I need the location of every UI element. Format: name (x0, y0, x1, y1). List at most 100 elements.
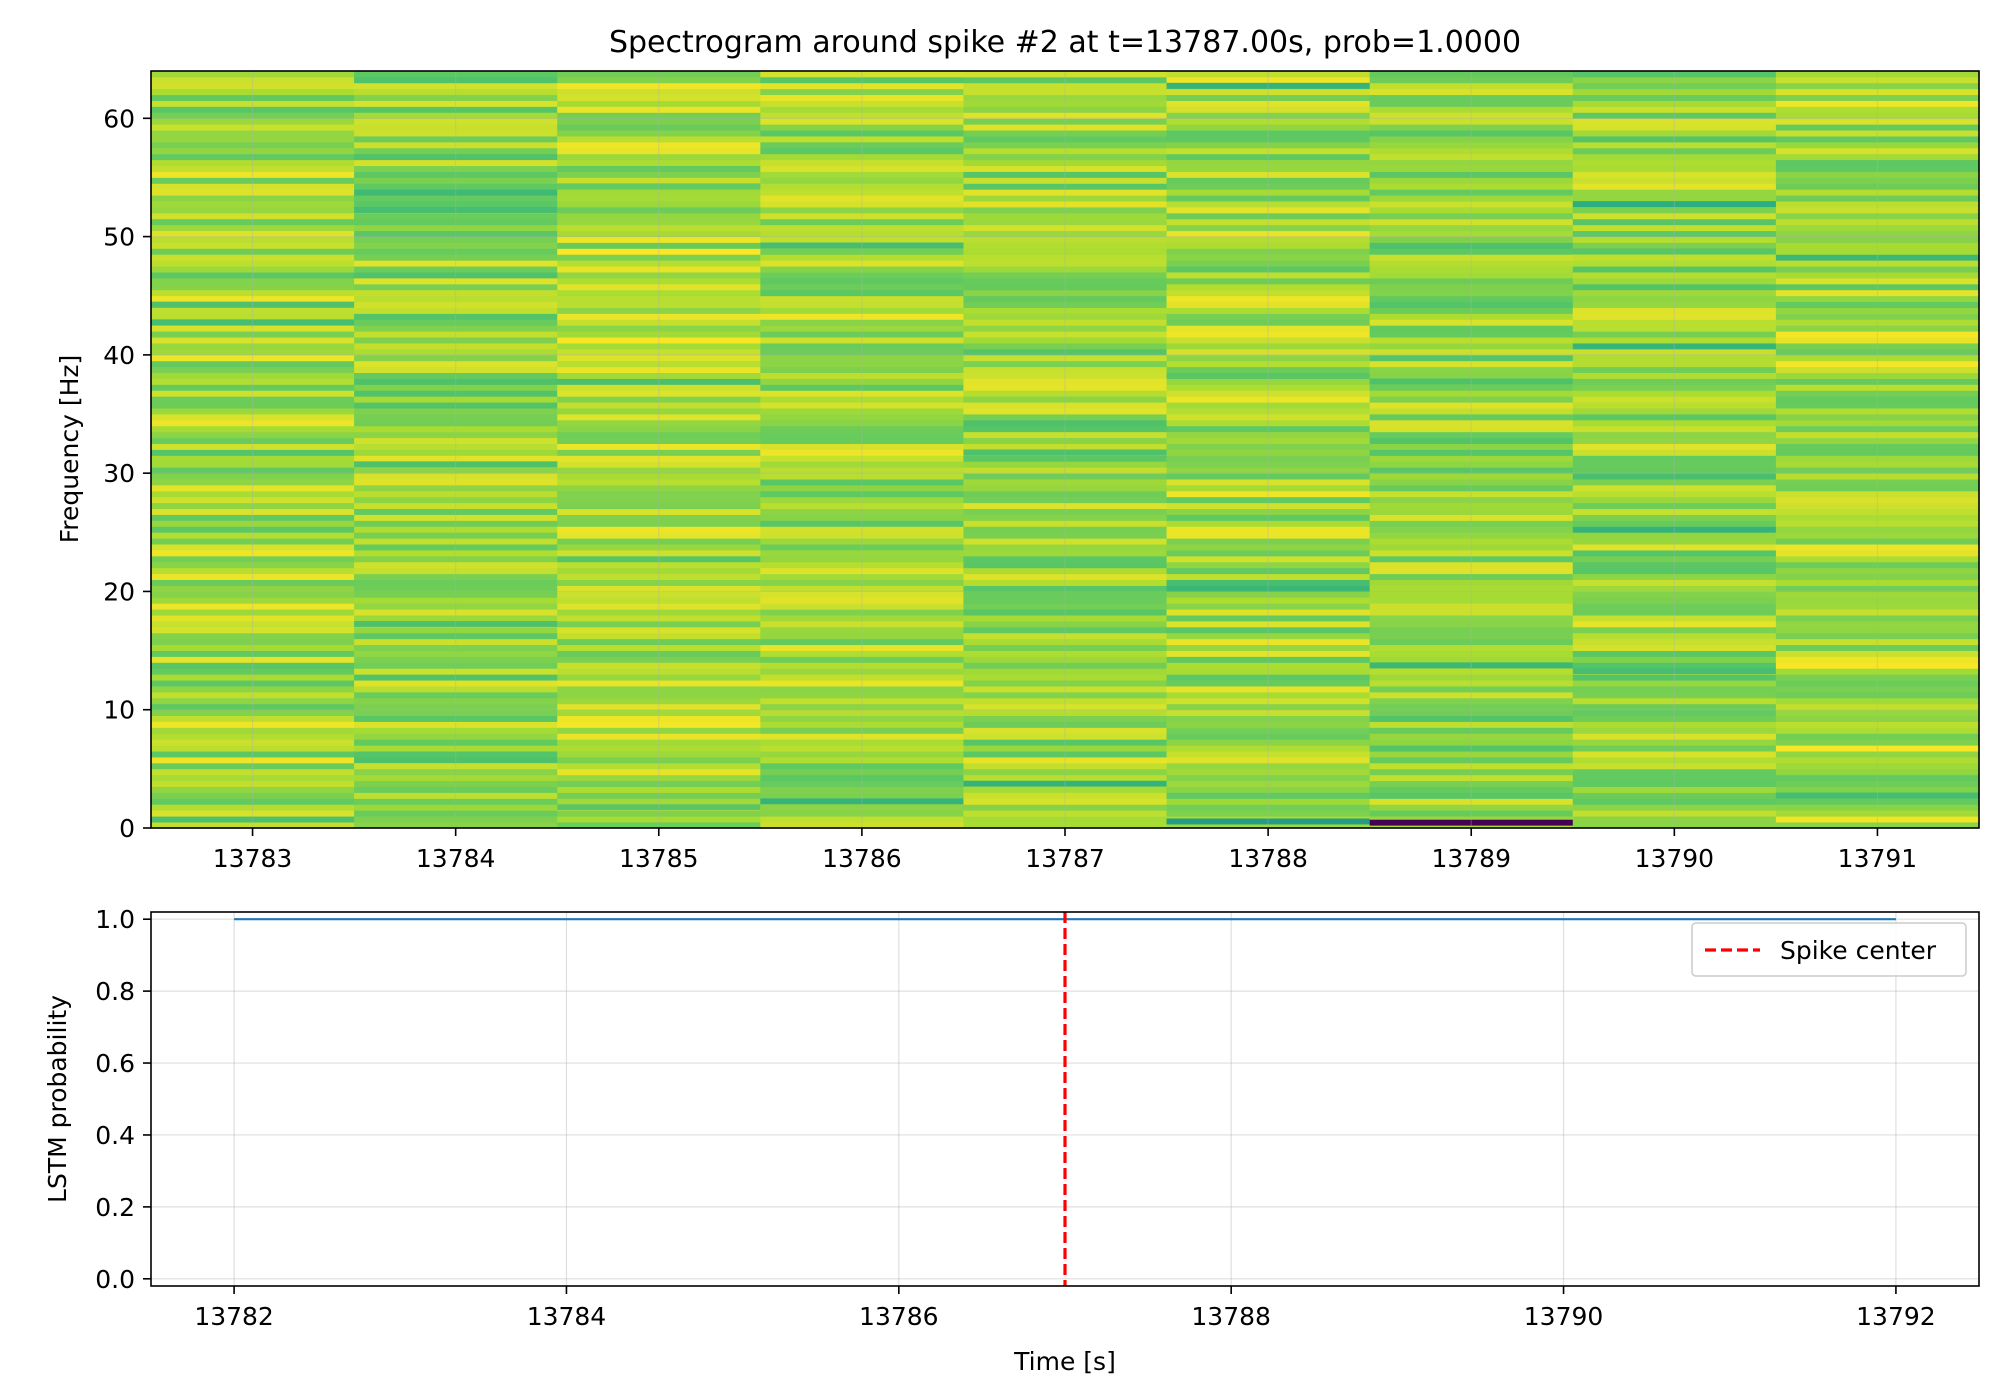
spectrogram-cell (1369, 331, 1574, 338)
spectrogram-cell (557, 514, 761, 521)
spectrogram-cell (1775, 343, 1980, 350)
spectrogram-cell (1775, 272, 1980, 279)
spectrogram-cell (1166, 141, 1371, 149)
spectrogram-cell (1572, 780, 1777, 788)
spectrogram-cell (151, 325, 355, 332)
spectrogram-cell (557, 88, 761, 96)
spectrogram-cell (557, 224, 761, 232)
spectrogram-cell (1369, 573, 1574, 581)
spectrogram-cell (1369, 579, 1574, 586)
spectrogram-cell (1166, 301, 1371, 308)
spectrogram-cell (1369, 343, 1574, 350)
spectrogram-cell (151, 727, 355, 734)
spectrogram-cell (1572, 792, 1777, 799)
spectrogram-cell (557, 762, 761, 770)
spectrogram-band (354, 461, 558, 468)
spectrogram-cell (760, 124, 965, 131)
spectrogram-cell (963, 721, 1168, 728)
spectrogram-cell (354, 343, 558, 350)
spectrogram-cell (1166, 479, 1371, 486)
spectrogram-cell (1775, 242, 1980, 249)
spectrogram-cell (1369, 283, 1574, 291)
spectrogram-cell (151, 419, 355, 427)
spectrogram-cell (1369, 254, 1574, 261)
spectrogram-cell (1369, 118, 1574, 125)
spectrogram-cell (760, 159, 965, 167)
spectrogram-cell (557, 325, 761, 332)
spectrogram-cell (1572, 100, 1777, 107)
spectrogram-cell (354, 325, 558, 332)
spectrogram-cell (1369, 467, 1574, 474)
spectrogram-cell (1166, 183, 1371, 190)
spectrogram-cell (151, 437, 355, 444)
spectrogram-cell (760, 745, 965, 752)
spectrogram-cell (1369, 703, 1574, 711)
spectrogram-cell (760, 680, 965, 687)
spectrogram-cell (557, 757, 761, 764)
spectrogram-cell (1166, 780, 1371, 788)
probability-x-tick-label: 13784 (527, 1302, 607, 1331)
spectrogram-cell (1369, 526, 1574, 533)
spectrogram-cell (151, 656, 355, 663)
spectrogram-cell (151, 378, 355, 385)
spectrogram-cell (1369, 384, 1574, 391)
spectrogram-cell (151, 112, 355, 119)
spectrogram-cell (354, 449, 558, 456)
spectrogram-cell (760, 272, 965, 279)
spectrogram-cell (1775, 189, 1980, 196)
spectrogram-cell (1369, 496, 1574, 504)
spectrogram-cell (354, 727, 558, 734)
spectrogram-cell (1775, 479, 1980, 486)
spectrogram-cell (1572, 124, 1777, 131)
spectrogram-cell (963, 467, 1168, 474)
spectrogram-cell (1775, 621, 1980, 628)
spectrogram-band (1369, 378, 1573, 385)
spectrogram-cell (1775, 130, 1980, 137)
spectrogram-cell (760, 786, 965, 793)
spectrogram-cell (1369, 100, 1574, 107)
spectrogram-cell (557, 591, 761, 598)
spectrogram-cell (151, 573, 355, 581)
spectrogram-cell (963, 360, 1168, 368)
spectrogram-cell (1775, 254, 1980, 261)
spectrogram-cell (1166, 544, 1371, 551)
spectrogram-cell (151, 124, 355, 131)
spectrogram-cell (151, 254, 355, 261)
probability-frame (150, 911, 1980, 1287)
spectrogram-cell (1166, 242, 1371, 249)
spectrogram-cell (760, 810, 965, 817)
spectrogram-cell (354, 680, 558, 687)
spectrogram-y-tick-label: 40 (103, 341, 135, 370)
spectrogram-cell (1775, 591, 1980, 598)
spectrogram-cell (151, 165, 355, 172)
spectrogram-cell (1572, 484, 1777, 492)
spectrogram-cell (151, 212, 355, 220)
spectrogram-cell (1166, 490, 1371, 498)
spectrogram-cell (1369, 621, 1574, 628)
spectrogram-cell (760, 254, 965, 261)
spectrogram-cell (557, 319, 761, 326)
spectrogram-cell (1572, 106, 1777, 113)
probability-x-tick-label: 13790 (1524, 1302, 1604, 1331)
spectrogram-cell (1166, 774, 1371, 782)
spectrogram-cell (1775, 632, 1980, 640)
spectrogram-cell (1572, 550, 1777, 557)
spectrogram-cell (354, 508, 558, 515)
spectrogram-cell (151, 82, 355, 90)
spectrogram-cell (557, 195, 761, 202)
spectrogram-cell (354, 656, 558, 663)
spectrogram-cell (963, 319, 1168, 326)
spectrogram-cell (1775, 757, 1980, 764)
spectrogram-cell (1166, 136, 1371, 143)
spectrogram-cell (963, 372, 1168, 379)
spectrogram-cell (1369, 490, 1574, 498)
spectrogram-cell (1572, 337, 1777, 344)
spectrogram-cell (1775, 218, 1980, 226)
spectrogram-cell (760, 727, 965, 734)
spectrogram-cell (151, 721, 355, 728)
spectrogram-x-tick-label: 13791 (1838, 844, 1918, 873)
spectrogram-cell (151, 579, 355, 586)
spectrogram-cell (1369, 183, 1574, 190)
spectrogram-cell (963, 414, 1168, 421)
spectrogram-cell (151, 757, 355, 764)
